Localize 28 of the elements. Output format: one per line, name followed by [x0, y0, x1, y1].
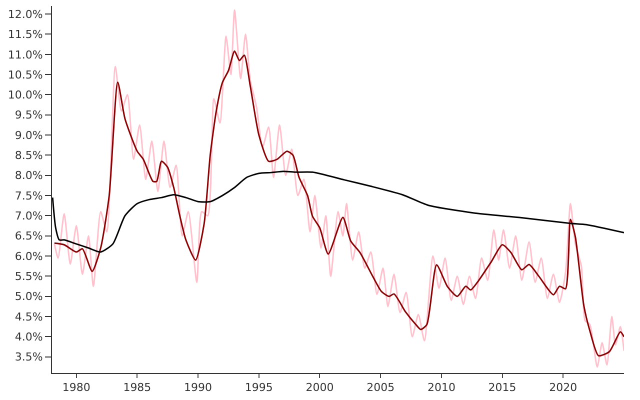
- x-tick-label: 1985: [123, 381, 152, 394]
- y-tick-label: 11.5%: [8, 28, 43, 42]
- y-tick-label: 10.0%: [8, 88, 43, 102]
- x-tick-label: 2010: [427, 381, 456, 394]
- y-tick-label: 12.0%: [8, 8, 43, 21]
- y-tick-label: 5.0%: [14, 290, 43, 304]
- y-tick-label: 8.5%: [14, 149, 43, 162]
- y-tick-label: 7.5%: [14, 189, 43, 202]
- x-tick-label: 1980: [62, 381, 90, 394]
- x-tick-label: 2015: [488, 381, 516, 394]
- y-tick-label: 9.0%: [14, 128, 43, 142]
- y-tick-label: 11.0%: [8, 48, 43, 62]
- y-tick-label: 4.0%: [14, 330, 43, 344]
- y-tick-label: 4.5%: [14, 310, 43, 324]
- x-tick-label: 2005: [366, 381, 395, 394]
- x-tick-label: 2000: [306, 381, 334, 394]
- x-tick-label: 2020: [549, 381, 578, 394]
- y-tick-label: 5.5%: [14, 270, 43, 284]
- x-tick-label: 1995: [244, 381, 273, 394]
- x-tick-label: 1990: [184, 381, 212, 394]
- y-tick-label: 6.5%: [14, 230, 43, 243]
- y-tick-label: 8.0%: [14, 169, 43, 182]
- y-tick-label: 9.5%: [14, 108, 43, 122]
- y-tick-label: 6.0%: [14, 250, 43, 263]
- y-tick-label: 10.5%: [8, 68, 43, 82]
- line-series: [52, 170, 624, 253]
- y-tick-label: 3.5%: [14, 350, 43, 364]
- y-tick-label: 7.0%: [14, 210, 43, 223]
